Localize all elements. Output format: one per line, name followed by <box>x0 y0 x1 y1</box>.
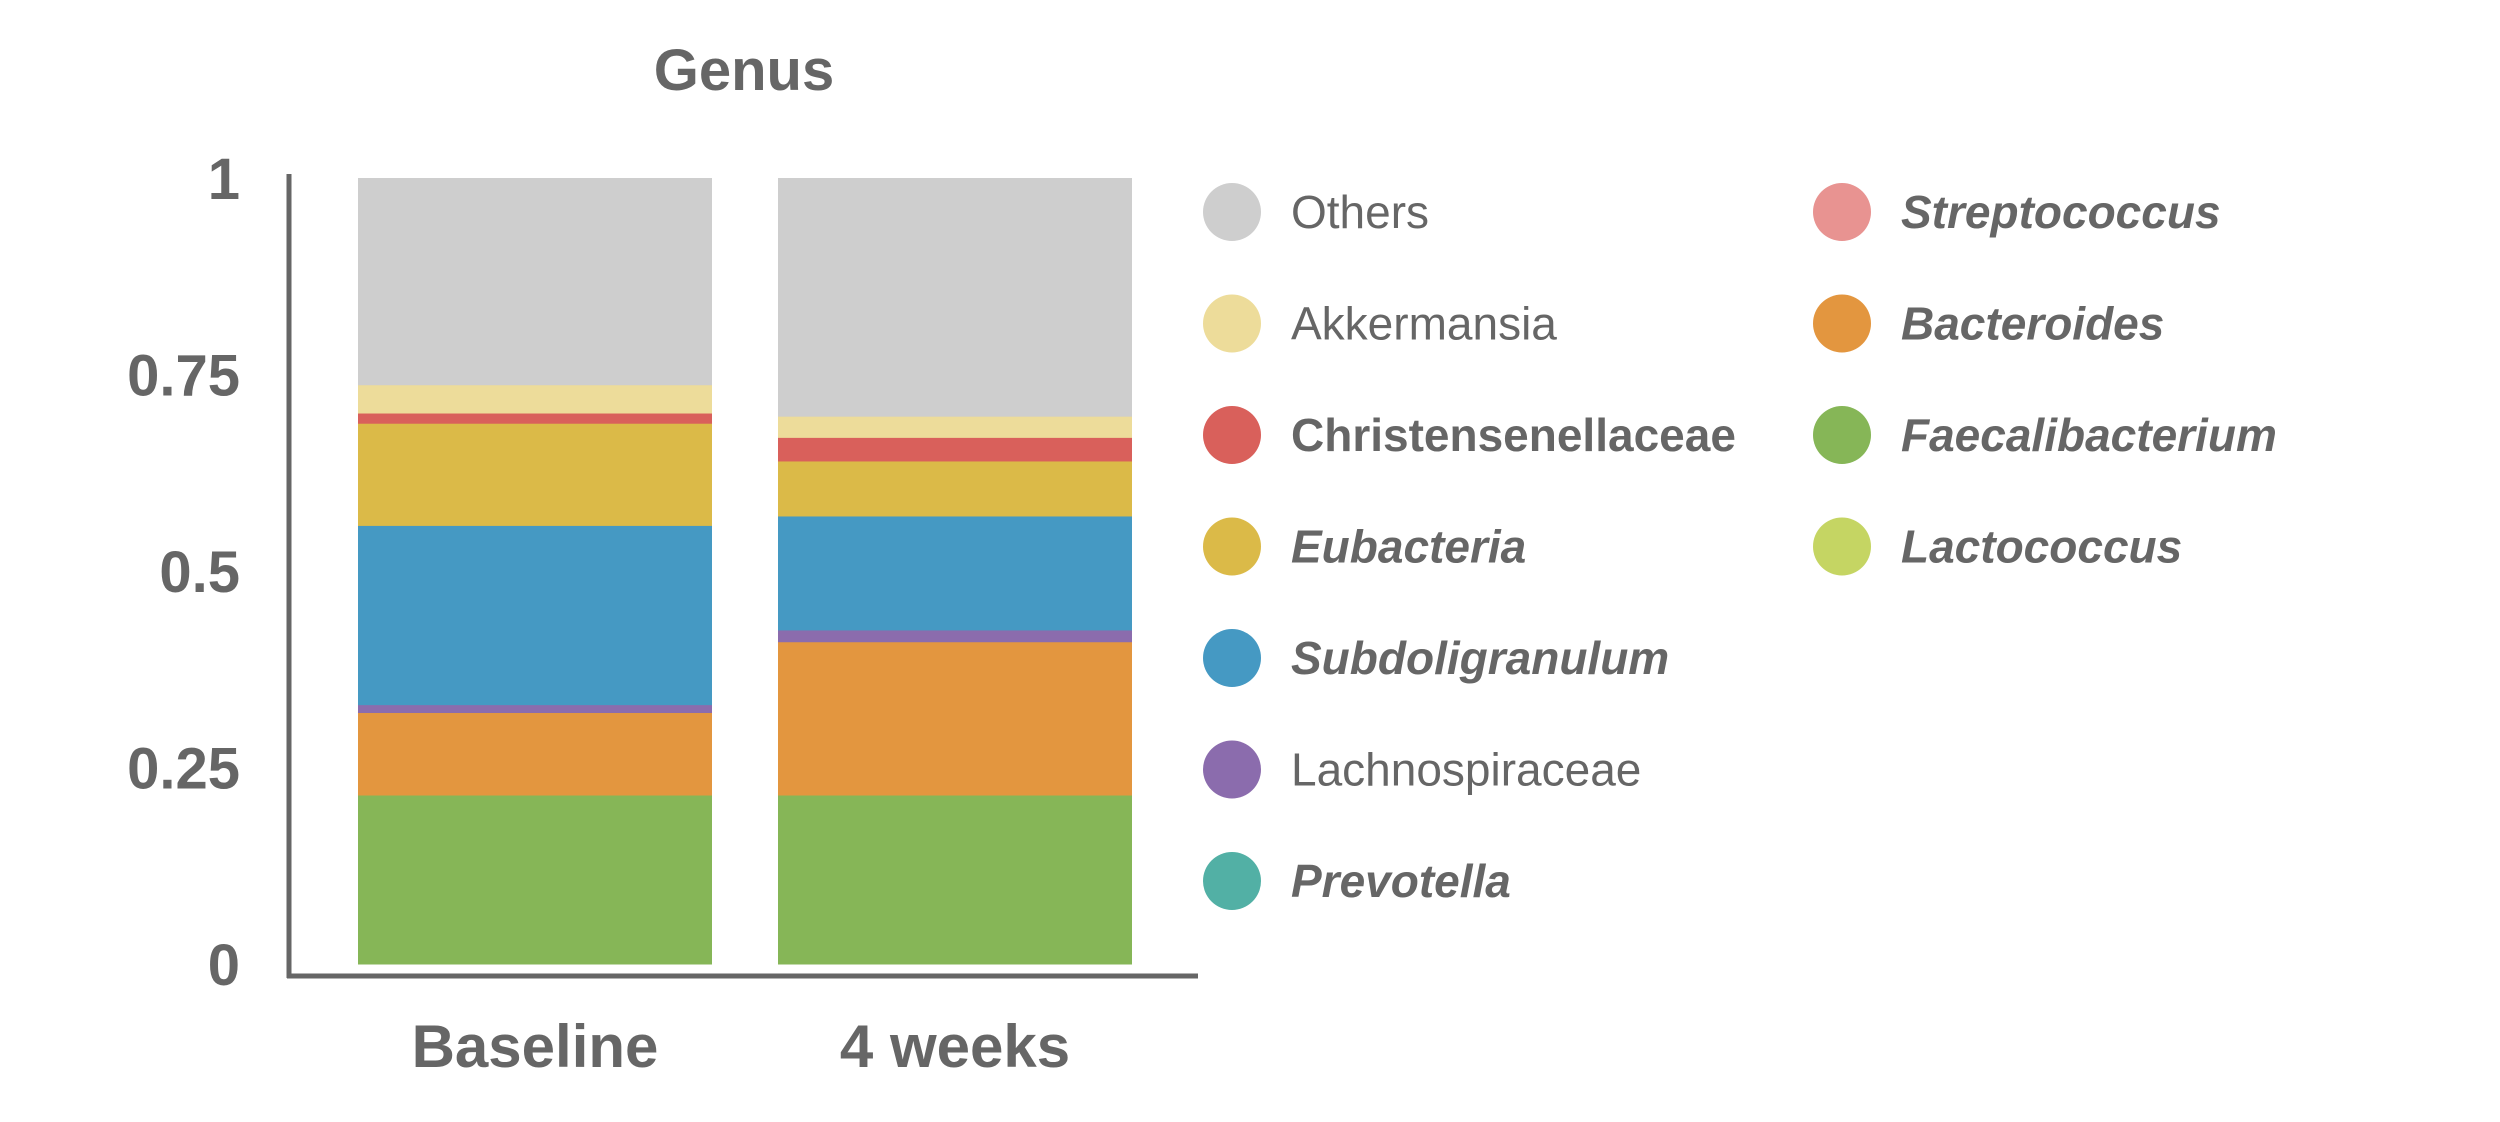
legend-label-lactococcus: Lactococcus <box>1901 521 2182 573</box>
x-tick-label: 4 weeks <box>840 1013 1070 1080</box>
bar-segment-baseline-lachnospiraceae <box>358 704 712 713</box>
bar-segment-4-weeks-subdoligranulum <box>778 515 1132 631</box>
y-tick-label: 0.75 <box>127 344 240 409</box>
legend-label-lachnospiraceae: Lachnospiraceae <box>1291 744 1641 796</box>
legend-label-bacteroides: Bacteroides <box>1901 298 2164 350</box>
bar-segment-4-weeks-akkermansia <box>778 416 1132 438</box>
legend: Others Akkermansia Christensenellaceae Euba… <box>1203 183 2277 910</box>
legend-swatch-others <box>1203 183 1261 241</box>
legend-swatch-eubacteria <box>1203 517 1261 576</box>
bar-segment-baseline-christensenellaceae <box>358 413 712 424</box>
bar-segment-4-weeks-christensenellaceae <box>778 437 1132 462</box>
bar-segment-4-weeks-bacteroides <box>778 641 1132 796</box>
legend-swatch-lachnospiraceae <box>1203 740 1261 799</box>
legend-swatch-akkermansia <box>1203 294 1261 353</box>
legend-swatch-prevotella <box>1203 852 1261 910</box>
chart-title: Genus <box>654 38 835 103</box>
bar-segment-4-weeks-faecalibacterium <box>778 795 1132 965</box>
legend-swatch-faecalibacterium <box>1813 406 1871 464</box>
axes-layer: 0 0.25 0.5 0.75 1 Baseline 4 weeks <box>127 147 1198 1080</box>
legend-swatch-streptococcus <box>1813 183 1871 241</box>
legend-label-faecalibacterium: Faecalibacterium <box>1901 409 2277 461</box>
legend-swatch-subdoligranulum <box>1203 629 1261 687</box>
bar-segment-4-weeks-others <box>778 178 1132 417</box>
legend-label-others: Others <box>1291 186 1429 238</box>
bar-segment-baseline-eubacteria <box>358 423 712 526</box>
legend-label-eubacteria: Eubacteria <box>1291 521 1526 573</box>
bar-segment-baseline-faecalibacterium <box>358 795 712 965</box>
bar-segment-baseline-subdoligranulum <box>358 525 712 706</box>
y-tick-label: 0.25 <box>127 737 240 802</box>
bar-segment-4-weeks-lachnospiraceae <box>778 629 1132 643</box>
legend-label-subdoligranulum: Subdoligranulum <box>1291 632 1669 684</box>
bar-segment-4-weeks-eubacteria <box>778 460 1132 517</box>
legend-label-christensenellaceae: Christensenellaceae <box>1291 409 1736 461</box>
legend-swatch-christensenellaceae <box>1203 406 1261 464</box>
bars-layer <box>358 178 1132 965</box>
y-tick-label: 1 <box>208 147 240 212</box>
legend-swatch-lactococcus <box>1813 517 1871 576</box>
legend-label-prevotella: Prevotella <box>1291 855 1511 907</box>
legend-swatch-bacteroides <box>1813 294 1871 353</box>
x-tick-label: Baseline <box>412 1013 659 1080</box>
bar-segment-baseline-others <box>358 178 712 386</box>
y-tick-label: 0.5 <box>159 540 240 605</box>
legend-label-akkermansia: Akkermansia <box>1291 298 1557 350</box>
legend-label-streptococcus: Streptococcus <box>1901 186 2221 238</box>
bar-segment-baseline-bacteroides <box>358 712 712 796</box>
bar-segment-baseline-akkermansia <box>358 384 712 414</box>
y-tick-label: 0 <box>208 933 240 998</box>
